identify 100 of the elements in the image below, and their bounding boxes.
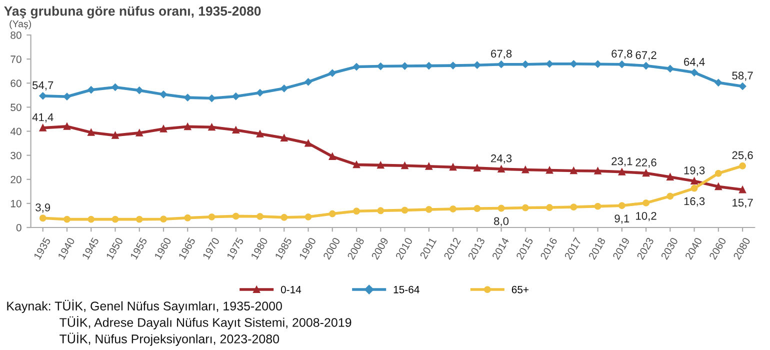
point — [87, 86, 95, 94]
point — [39, 92, 47, 100]
point — [280, 134, 288, 142]
point — [136, 129, 143, 136]
point — [232, 92, 240, 100]
data-label: 67,8 — [491, 50, 512, 59]
data-label: 9,1 — [614, 214, 630, 224]
y-tick-label: 0 — [16, 224, 22, 232]
point — [112, 132, 119, 139]
point — [714, 79, 722, 86]
y-tick-label: 10 — [10, 200, 22, 208]
data-label: 10,2 — [636, 212, 656, 222]
legend-label: 65+ — [512, 286, 529, 294]
point — [328, 153, 336, 160]
point — [160, 216, 167, 223]
point — [401, 62, 408, 70]
y-tick-label: 30 — [10, 152, 22, 160]
point — [88, 128, 95, 136]
point — [474, 164, 481, 172]
point — [112, 84, 119, 91]
data-label: 22,6 — [636, 158, 656, 168]
point — [690, 184, 698, 192]
data-label: 15,7 — [732, 198, 753, 208]
data-label: 8,0 — [494, 217, 509, 226]
point — [232, 212, 240, 220]
point — [401, 206, 408, 214]
point — [184, 94, 192, 102]
point — [112, 216, 119, 223]
point — [208, 94, 216, 102]
point — [546, 60, 554, 68]
data-label: 67,8 — [612, 50, 632, 59]
point — [280, 84, 288, 92]
y-tick-label: 60 — [10, 80, 22, 87]
data-label: 3,9 — [36, 204, 50, 213]
point — [136, 216, 143, 223]
data-label: 24,3 — [491, 154, 512, 164]
point — [666, 65, 674, 72]
legend-label: 0-14 — [280, 286, 302, 294]
y-tick-label: 80 — [10, 32, 22, 39]
data-label: 58,7 — [732, 72, 753, 81]
point — [304, 78, 312, 86]
y-tick-label: 70 — [10, 56, 22, 63]
point — [232, 126, 240, 134]
point — [208, 124, 216, 131]
point — [498, 166, 505, 172]
point — [160, 125, 167, 132]
point — [88, 216, 95, 223]
point — [618, 168, 626, 176]
point — [136, 86, 144, 94]
point — [256, 212, 264, 220]
point — [714, 183, 722, 190]
y-axis-title: (Yaş) — [10, 20, 31, 30]
data-label: 54,7 — [32, 81, 54, 90]
point — [256, 89, 264, 96]
point — [474, 205, 481, 212]
point — [304, 140, 312, 147]
y-tick-label: 40 — [10, 128, 22, 136]
point — [546, 204, 553, 211]
point — [449, 62, 457, 70]
point — [498, 204, 505, 212]
point — [570, 60, 578, 68]
point — [666, 192, 674, 200]
point — [642, 170, 650, 177]
point — [63, 92, 71, 100]
point — [64, 216, 70, 223]
point — [594, 60, 602, 68]
point — [690, 178, 698, 185]
data-label: 19,3 — [684, 166, 705, 176]
point — [39, 214, 46, 222]
point — [570, 167, 578, 174]
point — [474, 61, 481, 69]
legend-label: 15-64 — [394, 286, 420, 294]
point — [328, 210, 336, 218]
point — [304, 213, 312, 220]
point — [353, 208, 360, 215]
chart-title: Yaş grubuna göre nüfus oranı, 1935-2080 — [4, 6, 261, 18]
point — [353, 161, 360, 168]
point — [690, 68, 698, 76]
point — [352, 63, 360, 70]
data-label: 25,6 — [732, 151, 753, 160]
data-label: 23,1 — [612, 157, 632, 166]
point — [184, 214, 192, 222]
point — [401, 162, 408, 170]
point — [280, 214, 288, 221]
point — [425, 162, 432, 170]
point — [450, 164, 456, 171]
point — [594, 167, 602, 174]
point — [256, 130, 264, 138]
point — [522, 166, 529, 174]
point — [546, 166, 553, 174]
point — [498, 60, 505, 68]
point — [618, 202, 626, 210]
text: TÜİK, Nüfus Projeksiyonları, 2023-2080 — [60, 332, 280, 346]
point — [160, 90, 168, 98]
point — [618, 60, 626, 68]
point — [594, 202, 602, 210]
point — [425, 206, 432, 213]
text: Kaynak: TÜİK, Genel Nüfus Sayımları, 1935-2000 — [7, 300, 282, 313]
point — [642, 62, 650, 70]
point — [739, 162, 746, 170]
